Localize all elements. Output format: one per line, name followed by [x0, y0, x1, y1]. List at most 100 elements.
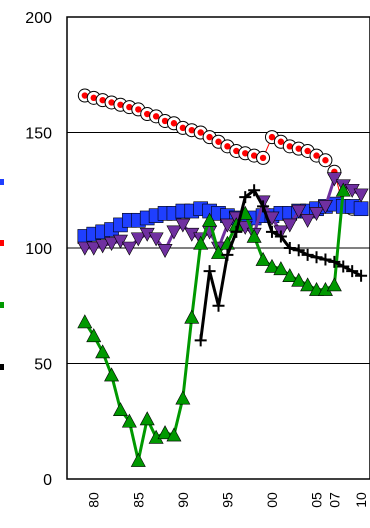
data-point-inner: [126, 103, 133, 111]
data-point: [291, 204, 307, 219]
data-point: [130, 452, 146, 467]
x-tick-label: 85: [130, 492, 146, 508]
data-point: [221, 248, 234, 261]
data-point: [166, 225, 182, 240]
data-point-inner: [170, 120, 178, 127]
data-point-inner: [313, 152, 320, 159]
y-tick-label: 100: [25, 241, 52, 258]
data-point: [175, 390, 191, 405]
x-axis-ticks: 80 85 90 95 00 05 07 10: [86, 492, 369, 508]
data-point-inner: [161, 117, 169, 125]
data-point: [300, 277, 316, 292]
data-point: [300, 213, 316, 228]
data-point: [255, 251, 271, 266]
data-point: [328, 255, 341, 268]
data-point: [121, 241, 137, 256]
data-point: [319, 253, 332, 266]
data-point-inner: [179, 124, 187, 132]
plot-area-frame: [66, 16, 370, 480]
data-point: [104, 237, 120, 252]
data-point-inner: [90, 94, 97, 102]
x-tick-label: 07: [326, 492, 342, 508]
data-point: [326, 277, 342, 292]
data-point-inner: [188, 126, 195, 134]
y-tick-label: 0: [43, 472, 52, 489]
data-point-inner: [215, 138, 222, 145]
data-point: [95, 239, 111, 254]
data-point-inner: [295, 145, 302, 152]
x-tick-label: 00: [264, 492, 280, 508]
data-point-inner: [206, 133, 213, 141]
data-point: [326, 172, 342, 187]
data-point: [202, 212, 218, 227]
data-point: [95, 344, 111, 359]
y-axis-ticks: 0 50 100 150 200: [25, 10, 52, 489]
data-point: [353, 188, 369, 203]
data-point-inner: [108, 99, 115, 106]
data-point: [139, 411, 155, 426]
data-point: [317, 200, 333, 215]
legend-markers: [0, 179, 4, 370]
data-point: [355, 269, 368, 282]
data-point-inner: [144, 110, 151, 118]
x-tick-label: 90: [175, 492, 191, 508]
x-tick-label: 10: [353, 492, 369, 508]
series-layer: [77, 88, 369, 467]
data-point: [184, 309, 200, 324]
data-point: [77, 314, 93, 329]
data-point: [148, 232, 164, 247]
data-point: [335, 182, 351, 197]
data-point: [246, 228, 262, 243]
data-point: [86, 328, 102, 343]
data-point: [309, 207, 325, 221]
data-point-inner: [117, 101, 124, 108]
data-point: [121, 413, 137, 428]
data-point: [157, 425, 173, 440]
data-point: [310, 251, 323, 264]
data-point-inner: [268, 133, 276, 141]
data-point-inner: [322, 157, 329, 164]
data-point: [248, 184, 261, 197]
data-point: [239, 191, 252, 204]
data-point-inner: [242, 150, 249, 157]
y-tick-label: 150: [25, 126, 52, 143]
data-point-inner: [152, 113, 160, 120]
series-plus: [194, 184, 368, 347]
y-tick-label: 50: [34, 357, 52, 374]
data-point: [157, 244, 173, 258]
data-point-inner: [135, 106, 142, 113]
data-point: [291, 272, 307, 287]
data-point: [257, 200, 270, 213]
data-point: [353, 201, 369, 217]
data-point: [175, 218, 191, 233]
data-point: [212, 299, 225, 312]
data-point: [274, 230, 287, 243]
data-point-inner: [277, 138, 285, 145]
data-point-inner: [304, 147, 311, 155]
data-point-inner: [259, 154, 267, 162]
x-tick-label: 95: [219, 492, 235, 508]
data-point: [104, 367, 120, 382]
data-point: [346, 265, 359, 278]
legend-marker-1: [0, 240, 4, 246]
legend-marker-0: [0, 179, 4, 185]
data-point: [282, 268, 298, 283]
data-point: [112, 234, 128, 249]
data-point: [130, 232, 146, 247]
data-point: [265, 225, 278, 238]
data-point: [193, 235, 209, 250]
series-circle: [77, 88, 369, 216]
data-point: [166, 427, 182, 442]
y-tick-label: 200: [25, 10, 52, 27]
data-point-inner: [250, 152, 258, 159]
data-point-inner: [286, 143, 293, 150]
data-point: [264, 258, 280, 273]
data-point: [86, 241, 102, 256]
legend-marker-2: [0, 302, 4, 308]
data-point: [219, 218, 235, 233]
data-point: [301, 248, 314, 261]
data-point: [283, 242, 296, 254]
data-point-inner: [197, 129, 204, 136]
series-triangle-up: [77, 182, 351, 467]
